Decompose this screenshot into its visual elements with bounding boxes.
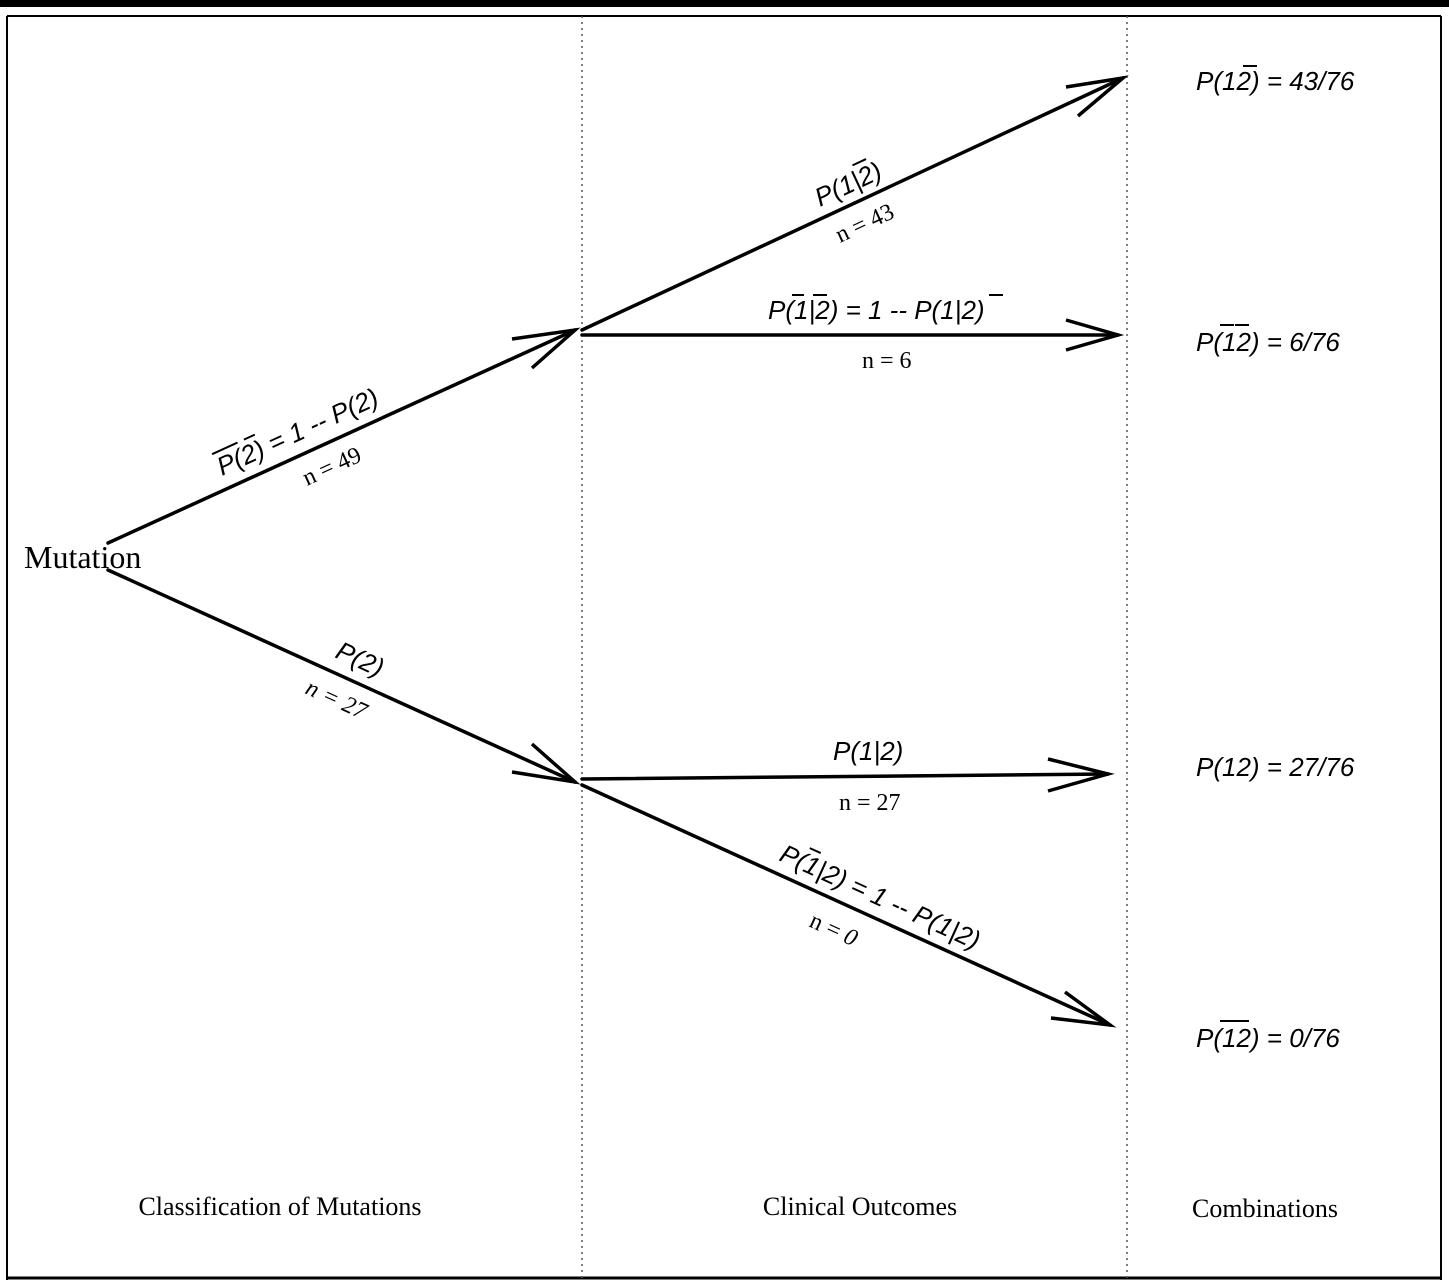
edge-upper-lower: [580, 318, 1125, 352]
root-label: Mutation: [24, 539, 141, 575]
edge-lower-lower: [580, 783, 1117, 1028]
combination-3: P(12) = 27/76: [1196, 752, 1355, 782]
column-title-clinical-outcomes: Clinical Outcomes: [763, 1192, 957, 1221]
column-title-combinations: Combinations: [1192, 1194, 1338, 1223]
edge-n-upper-lower: n = 6: [862, 348, 912, 374]
edge-upper-upper: [580, 75, 1129, 332]
svg-text:P(12) = 43/76: P(12) = 43/76: [1196, 66, 1355, 96]
edge-n-upper-upper: n = 43: [832, 199, 899, 249]
column-title-classification: Classification of Mutations: [138, 1192, 421, 1221]
edge-lower-class: [106, 568, 581, 785]
combination-2: P(12) = 6/76: [1196, 324, 1340, 357]
edge-label-upper-lower: P(1|2) = 1 -- P(1|2): [768, 294, 1003, 325]
edge-n-lower-lower: n = 0: [806, 908, 862, 952]
edge-label-lower-lower: P(1|2) = 1 -- P(1|2): [776, 838, 985, 955]
edge-prob-lower-upper: P(1|2): [833, 736, 903, 766]
combination-4: P(12) = 0/76: [1196, 1020, 1340, 1053]
svg-text:P(12) = 0/76: P(12) = 0/76: [1196, 1023, 1340, 1053]
edge-n-lower-upper: n = 27: [839, 790, 901, 816]
svg-text:P(12) = 6/76: P(12) = 6/76: [1196, 327, 1340, 357]
edge-n-lower-class: n = 27: [302, 675, 372, 726]
combination-1: P(12) = 43/76: [1196, 65, 1355, 96]
edge-lower-upper: [580, 757, 1115, 793]
edge-upper-class: [106, 327, 581, 545]
edge-prob-upper-lower: P(1|2) = 1 -- P(1|2): [768, 295, 985, 325]
edge-prob-lower-lower: P(1|2) = 1 -- P(1|2): [776, 838, 985, 955]
